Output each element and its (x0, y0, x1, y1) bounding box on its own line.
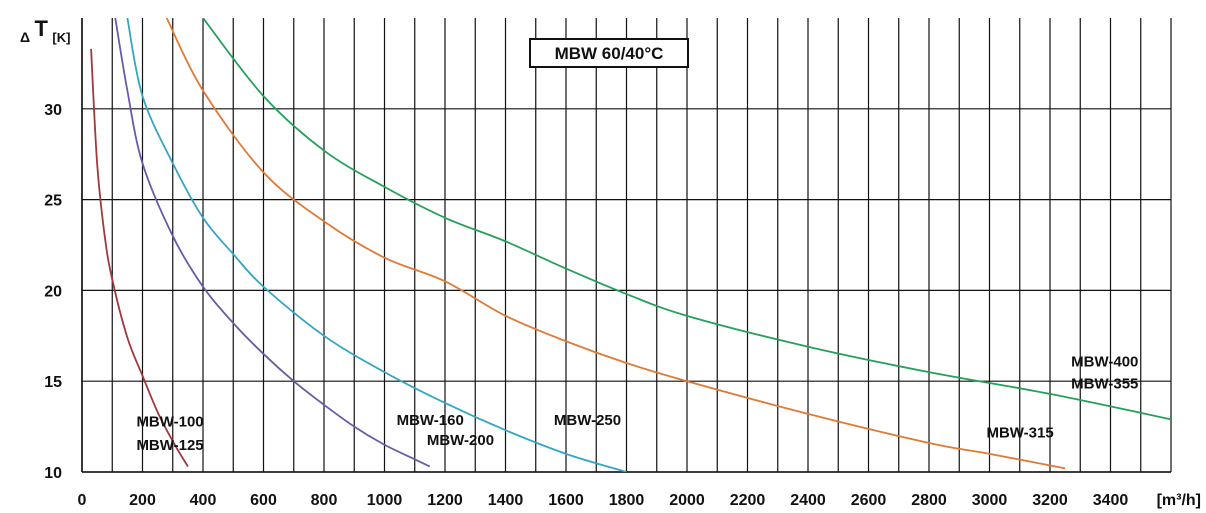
x-tick-label: 3000 (972, 492, 1008, 509)
x-tick-label: 1400 (488, 492, 524, 509)
x-tick-label: 3200 (1032, 492, 1068, 509)
chart-title: MBW 60/40°C (555, 44, 664, 63)
x-tick-label: 1600 (548, 492, 584, 509)
x-tick-label: 2400 (790, 492, 826, 509)
x-tick-label: 3400 (1093, 492, 1129, 509)
x-tick-label: 1800 (609, 492, 645, 509)
series-line-teal (126, 18, 627, 472)
x-tick-label: 2200 (730, 492, 766, 509)
y-axis-symbol: T (35, 16, 49, 41)
y-tick-label: 25 (44, 193, 62, 210)
series-line-purple (114, 18, 431, 468)
series-line-maroon (90, 48, 189, 468)
grid (81, 18, 1172, 473)
x-tick-label: 2800 (911, 492, 947, 509)
curve-label: MBW-400 (1071, 354, 1138, 371)
y-axis-delta: Δ (20, 29, 30, 45)
series-line-green (202, 18, 1171, 421)
x-tick-label: 2000 (669, 492, 705, 509)
x-tick-label: 1000 (367, 492, 403, 509)
curve-label: MBW-250 (554, 412, 621, 429)
x-tick-label: 0 (78, 492, 87, 509)
series-line-orange (165, 18, 1066, 470)
x-tick-label: 800 (311, 492, 338, 509)
curve-label: MBW-100 (136, 414, 203, 431)
y-tick-label: 20 (44, 283, 62, 300)
curve-label: MBW-315 (986, 424, 1053, 441)
curve-label: MBW-355 (1071, 375, 1138, 392)
x-tick-label: 2600 (851, 492, 887, 509)
axis-ticks: 0 200 400 600 800 1000 1200 1400 1600 1800 2000 220… (44, 102, 1128, 509)
y-axis-label: Δ T [K] (20, 16, 70, 46)
y-axis-unit: [K] (52, 30, 70, 45)
x-axis-label: [m³/h] (1157, 492, 1201, 509)
series-lines (90, 18, 1171, 472)
y-tick-label: 10 (44, 465, 62, 482)
curve-label: MBW-200 (427, 432, 494, 449)
x-tick-label: 1200 (427, 492, 463, 509)
curve-label: MBW-160 (397, 412, 464, 429)
x-tick-label: 600 (250, 492, 277, 509)
y-tick-label: 30 (44, 102, 62, 119)
curve-label: MBW-125 (136, 437, 203, 454)
y-tick-label: 15 (44, 374, 62, 391)
title-box (529, 38, 689, 68)
curve-labels: MBW-100 MBW-125 MBW-160 MBW-200 MBW-250 MBW-3… (136, 354, 1138, 455)
x-tick-label: 200 (129, 492, 156, 509)
x-tick-label: 400 (190, 492, 217, 509)
